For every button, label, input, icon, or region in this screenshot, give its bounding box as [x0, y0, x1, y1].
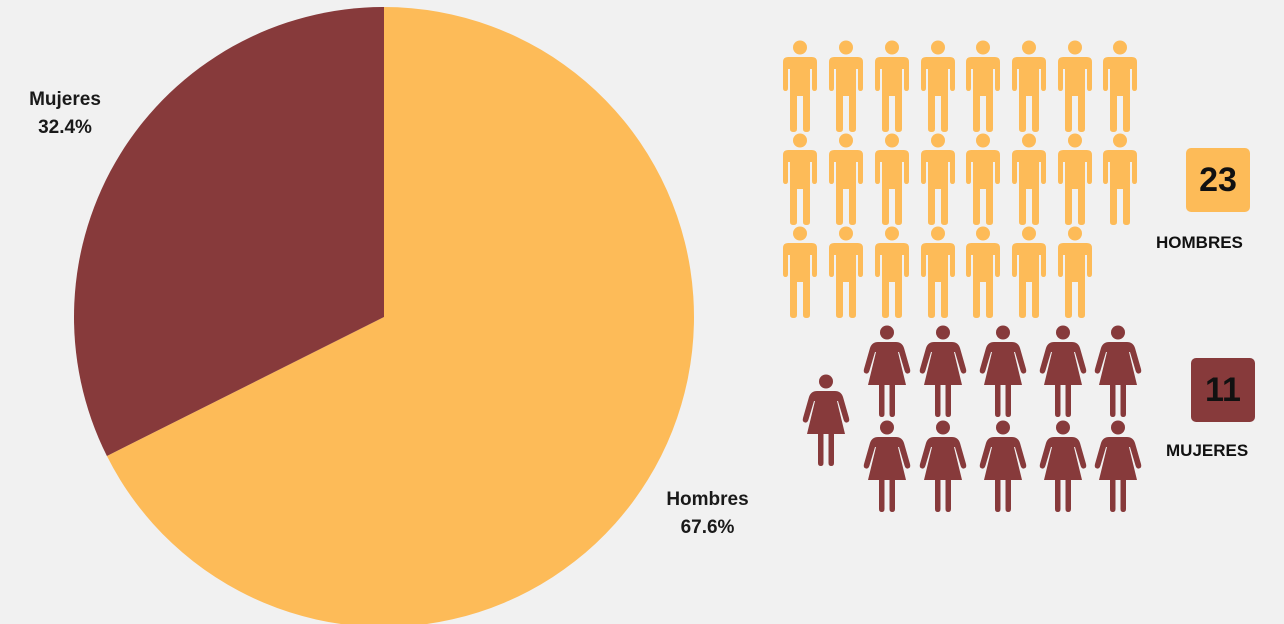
- male-person-icon: [783, 133, 817, 225]
- male-person-icon: [1058, 133, 1092, 225]
- slice-label-hombres-percent: 67.6%: [680, 517, 735, 538]
- male-person-icon: [1058, 226, 1092, 318]
- male-person-icon: [1012, 40, 1046, 132]
- female-person-icon: [979, 420, 1027, 512]
- male-person-icon: [966, 40, 1000, 132]
- male-person-icon: [1103, 40, 1137, 132]
- hombres-count: 23: [1199, 160, 1237, 199]
- female-person-icon: [802, 374, 850, 466]
- mujeres-count-badge: 11: [1191, 358, 1255, 422]
- male-person-icon: [921, 40, 955, 132]
- male-person-icon: [921, 133, 955, 225]
- male-person-icon: [829, 40, 863, 132]
- male-person-icon: [966, 226, 1000, 318]
- female-person-icon: [863, 420, 911, 512]
- slice-label-mujeres: Mujeres 32.4%: [10, 86, 120, 142]
- male-person-icon: [921, 226, 955, 318]
- male-person-icon: [783, 226, 817, 318]
- female-person-icon: [1094, 420, 1142, 512]
- female-person-icon: [863, 325, 911, 417]
- male-person-icon: [1012, 133, 1046, 225]
- pie-slice-hombres: [106, 7, 694, 624]
- female-person-icon: [919, 420, 967, 512]
- male-person-icon: [1012, 226, 1046, 318]
- slice-label-hombres: Hombres 67.6%: [645, 486, 770, 542]
- slice-label-mujeres-percent: 32.4%: [38, 117, 92, 138]
- hombres-icons: [783, 40, 1137, 318]
- hombres-count-badge: 23: [1186, 148, 1250, 212]
- mujeres-count: 11: [1205, 370, 1241, 409]
- mujeres-icons: [802, 325, 1142, 512]
- female-person-icon: [1039, 325, 1087, 417]
- male-person-icon: [875, 226, 909, 318]
- male-person-icon: [875, 40, 909, 132]
- male-person-icon: [783, 40, 817, 132]
- female-person-icon: [919, 325, 967, 417]
- female-person-icon: [1039, 420, 1087, 512]
- mujeres-label: MUJERES: [1166, 441, 1249, 460]
- male-person-icon: [829, 133, 863, 225]
- hombres-label: HOMBRES: [1156, 233, 1243, 252]
- slice-label-mujeres-name: Mujeres: [29, 89, 101, 110]
- male-person-icon: [829, 226, 863, 318]
- female-person-icon: [1094, 325, 1142, 417]
- male-person-icon: [966, 133, 1000, 225]
- male-person-icon: [875, 133, 909, 225]
- male-person-icon: [1103, 133, 1137, 225]
- female-person-icon: [979, 325, 1027, 417]
- pie-slice-mujeres: [74, 7, 384, 456]
- slice-label-hombres-name: Hombres: [666, 489, 749, 510]
- male-person-icon: [1058, 40, 1092, 132]
